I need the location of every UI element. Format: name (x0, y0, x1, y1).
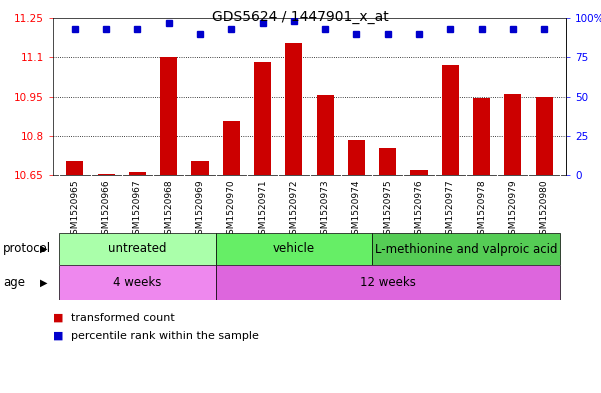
Text: GSM1520980: GSM1520980 (540, 180, 549, 240)
Bar (59, 265, 216, 300)
Text: GSM1520975: GSM1520975 (383, 180, 392, 240)
Text: 4 weeks: 4 weeks (113, 276, 162, 289)
Bar (160, 57, 177, 175)
Bar (348, 140, 365, 175)
Text: percentile rank within the sample: percentile rank within the sample (71, 331, 259, 341)
Bar (317, 95, 334, 175)
Bar (223, 121, 240, 175)
Text: untreated: untreated (108, 242, 166, 255)
Text: GSM1520967: GSM1520967 (133, 180, 142, 240)
Bar (129, 173, 146, 175)
Bar (59, 233, 216, 265)
Text: ■: ■ (53, 331, 64, 341)
Text: GSM1520966: GSM1520966 (102, 180, 111, 240)
Text: age: age (3, 276, 25, 289)
Text: GSM1520976: GSM1520976 (415, 180, 424, 240)
Text: GSM1520971: GSM1520971 (258, 180, 267, 240)
Text: 12 weeks: 12 weeks (360, 276, 416, 289)
Text: GSM1520965: GSM1520965 (70, 180, 79, 240)
Bar (191, 161, 209, 175)
Text: GDS5624 / 1447901_x_at: GDS5624 / 1447901_x_at (212, 10, 389, 24)
Text: GSM1520978: GSM1520978 (477, 180, 486, 240)
Text: L-methionine and valproic acid: L-methionine and valproic acid (374, 242, 557, 255)
Bar (535, 97, 553, 175)
Text: ▶: ▶ (40, 244, 47, 254)
Text: ■: ■ (53, 313, 64, 323)
Bar (216, 265, 560, 300)
Bar (285, 43, 302, 175)
Text: GSM1520968: GSM1520968 (164, 180, 173, 240)
Bar (442, 65, 459, 175)
Bar (372, 233, 560, 265)
Bar (410, 170, 427, 175)
Text: GSM1520970: GSM1520970 (227, 180, 236, 240)
Text: GSM1520979: GSM1520979 (508, 180, 517, 240)
Bar (473, 98, 490, 175)
Bar (504, 94, 522, 175)
Text: protocol: protocol (3, 242, 51, 255)
Text: vehicle: vehicle (273, 242, 315, 255)
Bar (216, 233, 372, 265)
Bar (254, 62, 271, 175)
Text: GSM1520973: GSM1520973 (321, 180, 329, 240)
Text: GSM1520972: GSM1520972 (289, 180, 298, 240)
Text: GSM1520974: GSM1520974 (352, 180, 361, 240)
Text: GSM1520977: GSM1520977 (446, 180, 455, 240)
Text: ▶: ▶ (40, 277, 47, 288)
Text: GSM1520969: GSM1520969 (195, 180, 204, 240)
Bar (97, 174, 115, 175)
Bar (66, 161, 84, 175)
Text: transformed count: transformed count (71, 313, 175, 323)
Bar (379, 147, 396, 175)
